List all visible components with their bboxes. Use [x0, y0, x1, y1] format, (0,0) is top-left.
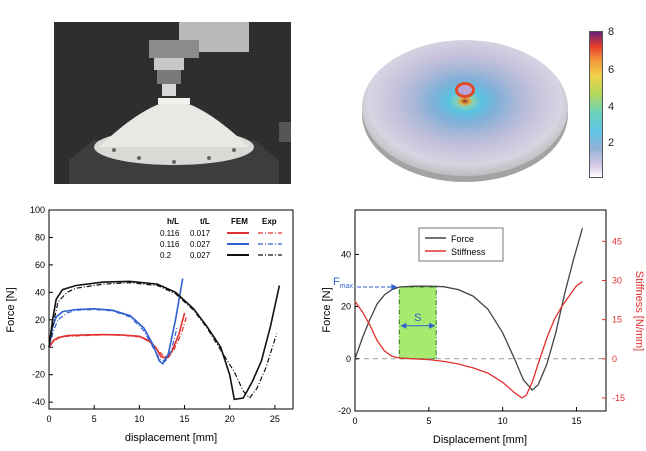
chart2-y2tick-label: 30: [612, 275, 622, 285]
chart2-legend-box: [418, 227, 504, 262]
chart1-series-5: [48, 282, 278, 399]
chart1-series: [48, 278, 281, 401]
chart1-legend-box: [158, 213, 291, 260]
chart2-xtick-label: 5: [426, 416, 431, 426]
fmax-label: Fmax: [333, 276, 353, 290]
chart1-xtick-label: 10: [134, 414, 144, 424]
legend-row3-h: 0.2: [160, 251, 172, 260]
fem-disc: [362, 40, 568, 182]
chart1-series-2: [48, 278, 184, 365]
chart2-ytick-label: 0: [346, 354, 351, 364]
legend-header-fem: FEM: [231, 217, 248, 226]
chart1-series-3: [48, 308, 178, 362]
chart2-xtick-label: 0: [352, 416, 357, 426]
chart2-series-force: [354, 228, 584, 392]
chart2-xtick-label: 10: [498, 416, 508, 426]
colorbar-tick-2: 2: [608, 137, 615, 149]
chart2-series: [354, 228, 584, 399]
colorbar-tick-6: 6: [608, 64, 615, 76]
chart2-y2label: Stiffness [N/mm]: [633, 271, 645, 351]
chart1-ylabel: Force [N]: [5, 287, 17, 332]
chart1-xtick-label: 25: [270, 414, 280, 424]
force-displacement-chart: 0 5 10 15 20 25 100 80 60 40 20 0 -20 -40 displacemen…: [5, 205, 294, 444]
experiment-photo-drawing: [54, 22, 291, 184]
chart1-ytick-label: -20: [32, 370, 45, 380]
legend-row3-t: 0.027: [190, 251, 211, 260]
chart1-ytick-label: 0: [40, 342, 45, 352]
chart1-xtick-label: 0: [46, 414, 51, 424]
fem-contour-plot: [358, 22, 608, 184]
chart1-series-4: [48, 280, 281, 401]
chart1-xtick-label: 20: [225, 414, 235, 424]
s-arrowhead-left: [400, 322, 407, 329]
chart1-legend: h/L t/L FEM Exp 0.116 0.017 0.116 0.027 …: [158, 213, 291, 260]
chart1-xtick-label: 5: [92, 414, 97, 424]
legend-force-label: Force: [451, 234, 474, 244]
chart2-ytick-label: 20: [341, 302, 351, 312]
legend-header-t: t/L: [200, 217, 210, 226]
chart1-frame: [48, 209, 294, 410]
chart1-ticks: 0 5 10 15 20 25 100 80 60 40 20 0 -20 -40: [30, 205, 280, 424]
chart2-legend: Force Stiffness: [418, 227, 504, 262]
legend-row1-h: 0.116: [160, 229, 180, 238]
chart2-xlabel: Displacement [mm]: [433, 434, 527, 446]
chart2-ylabel: Force [N]: [321, 287, 333, 332]
chart1-legend-lines: [227, 232, 282, 256]
chart2-y2tick-label: 15: [612, 315, 622, 325]
chart2-ytick-label: -20: [338, 406, 351, 416]
fmax-arrowhead: [391, 284, 398, 291]
legend-row1-t: 0.017: [190, 229, 211, 238]
legend-row2-h: 0.116: [160, 240, 180, 249]
s-label: S: [414, 312, 421, 324]
chart2-y2tick-label: 45: [612, 236, 622, 246]
colorbar-tick-8: 8: [608, 26, 615, 38]
chart2-y2tick-label: 0: [612, 354, 617, 364]
legend-header-exp: Exp: [262, 217, 277, 226]
legend-row2-t: 0.027: [190, 240, 211, 249]
chart2-ytick-label: 40: [341, 249, 351, 259]
legend-header-h: h/L: [167, 217, 179, 226]
legend-stiffness-label: Stiffness: [451, 247, 486, 257]
chart1-ytick-label: 40: [35, 287, 45, 297]
chart2-xtick-label: 15: [571, 416, 581, 426]
chart1-xlabel: displacement [mm]: [125, 432, 217, 444]
colorbar: [589, 31, 603, 178]
chart1-ytick-label: 20: [35, 315, 45, 325]
chart1-xtick-label: 15: [180, 414, 190, 424]
chart1-ytick-label: 60: [35, 260, 45, 270]
chart2-frame: [354, 209, 607, 412]
chart1-ytick-label: 80: [35, 232, 45, 242]
chart1-ytick-label: 100: [30, 205, 45, 215]
chart2-y2tick-label: -15: [612, 393, 625, 403]
colorbar-tick-4: 4: [608, 101, 615, 113]
chart1-ytick-label: -40: [32, 397, 45, 407]
chart1-series-1: [48, 316, 187, 359]
chart2-series-stiffness: [354, 281, 583, 399]
experiment-photo: [54, 22, 291, 184]
s-arrowhead-right: [429, 322, 436, 329]
